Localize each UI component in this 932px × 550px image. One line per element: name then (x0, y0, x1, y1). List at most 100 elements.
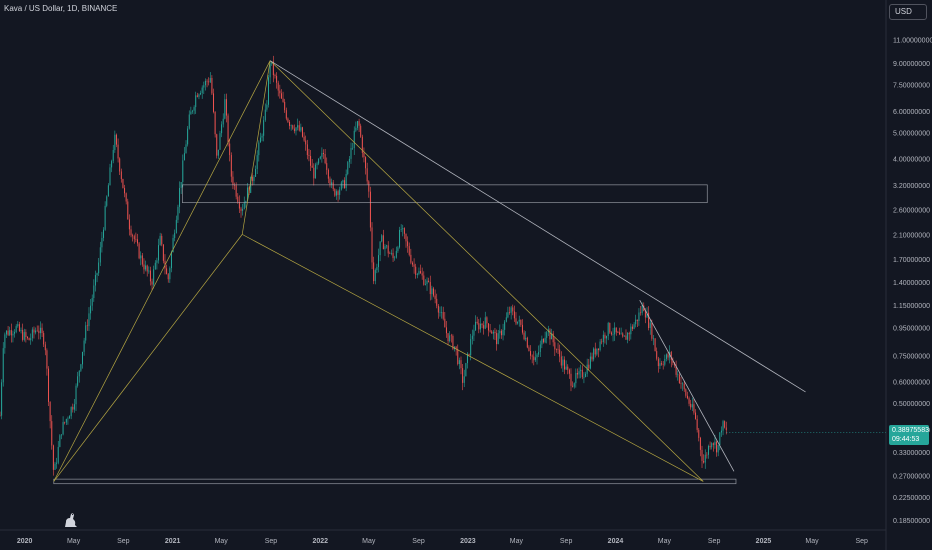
candle-body (125, 193, 127, 202)
candle-body (73, 404, 75, 410)
candle-body (30, 338, 32, 341)
candle-body (421, 273, 423, 276)
candle-body (310, 156, 312, 166)
candle-body (264, 109, 266, 121)
candle-body (682, 383, 684, 385)
candle-body (208, 81, 210, 83)
candle-body (43, 333, 45, 345)
candle-body (127, 201, 129, 220)
candle-body (41, 327, 43, 334)
candle-body (222, 118, 224, 125)
candle-body (610, 332, 612, 335)
candle-body (597, 348, 599, 351)
candle-body (88, 313, 90, 327)
candle-body (240, 208, 242, 211)
candle-body (219, 133, 221, 150)
candle-body (657, 358, 659, 367)
candle-body (80, 364, 82, 371)
candle-body (56, 462, 58, 464)
candle-body (69, 416, 71, 419)
candle-body (601, 341, 603, 343)
candle-body (431, 288, 433, 295)
candle-body (272, 61, 274, 76)
candle-body (583, 376, 585, 378)
fib-fan-line (53, 60, 271, 482)
candle-body (348, 158, 350, 163)
candle-body (204, 80, 206, 86)
candle-body (115, 134, 117, 145)
candle-body (352, 147, 354, 149)
candle-body (230, 155, 232, 177)
candle-body (680, 383, 682, 384)
candle-body (214, 111, 216, 135)
candle-body (0, 415, 1, 417)
candle-body (696, 418, 698, 430)
zone-rectangle (53, 478, 737, 485)
candle-body (483, 325, 485, 329)
candle-body (551, 333, 553, 340)
candle-body (526, 337, 528, 348)
candle-body (347, 162, 349, 174)
candle-body (308, 155, 310, 157)
candle-body (256, 155, 258, 169)
candle-body (180, 181, 182, 188)
candle-body (530, 351, 532, 356)
candle-body (177, 206, 179, 220)
candle-body (290, 125, 292, 126)
candle-body (623, 335, 625, 337)
candle-body (99, 247, 101, 263)
candle-body (711, 443, 713, 448)
candle-body (234, 184, 236, 186)
candle-body (420, 271, 422, 274)
candle-body (300, 127, 302, 131)
x-tick-label: May (658, 538, 672, 545)
candle-body (659, 363, 661, 367)
candle-body (287, 118, 289, 122)
candle-body (709, 446, 711, 448)
candle-body (261, 135, 263, 138)
candle-body (306, 144, 308, 156)
candle-body (206, 80, 208, 82)
candle-body (670, 352, 672, 361)
candle-body (18, 324, 20, 331)
candle-body (399, 229, 401, 248)
candle-body (712, 443, 714, 445)
candle-body (441, 312, 443, 313)
candle-body (38, 330, 40, 334)
candle-body (652, 338, 654, 340)
candle-body (492, 331, 494, 334)
candle-body (187, 128, 189, 145)
y-tick-label: 0.50000000 (893, 401, 930, 408)
candle-body (394, 257, 396, 259)
candle-body (4, 334, 6, 349)
candle-body (117, 144, 119, 159)
candle-body (65, 419, 67, 423)
candle-body (534, 357, 536, 361)
candle-body (183, 153, 185, 161)
candle-body (570, 373, 572, 386)
candle-body (578, 371, 580, 375)
candle-body (455, 346, 457, 350)
candle-body (432, 288, 434, 296)
candle-body (133, 236, 135, 240)
candle-body (436, 298, 438, 306)
tradingview-dino-icon[interactable] (62, 511, 80, 529)
last-price-value: 0.38975583 (892, 427, 929, 434)
candle-body (565, 366, 567, 370)
candle-body (722, 421, 724, 431)
currency-selector[interactable]: USD (889, 4, 927, 20)
candle-body (366, 168, 368, 182)
candle-body (224, 99, 226, 119)
y-tick-label: 0.95000000 (893, 326, 930, 333)
candle-body (505, 317, 507, 322)
candle-body (67, 418, 69, 420)
x-tick-label: 2024 (608, 538, 624, 545)
candle-body (685, 389, 687, 396)
candle-body (311, 165, 313, 168)
candle-body (279, 90, 281, 94)
candle-body (554, 342, 556, 350)
candle-body (20, 329, 22, 331)
candle-body (10, 330, 12, 336)
candle-body (640, 312, 642, 314)
